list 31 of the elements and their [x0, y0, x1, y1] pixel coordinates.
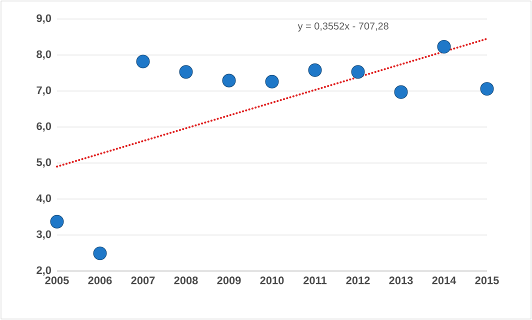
y-tick-label: 4,0 [36, 194, 52, 204]
point [136, 54, 150, 68]
point [93, 246, 107, 260]
y-tick-label: 8,0 [36, 50, 52, 60]
point [394, 85, 408, 99]
x-tick-label: 2014 [432, 276, 456, 284]
y-tick-label: 3,0 [36, 230, 52, 240]
point [222, 74, 236, 88]
annotation: y = 0,3552x - 707,28 [298, 22, 388, 32]
point [351, 65, 365, 79]
point [265, 74, 279, 88]
x-tick-label: 2015 [475, 276, 499, 284]
x-tick-label: 2013 [389, 276, 413, 284]
x-tick-label: 2009 [217, 276, 241, 284]
point [308, 63, 322, 77]
point [480, 82, 494, 96]
x-tick-label: 2012 [346, 276, 370, 284]
x-tick-label: 2008 [174, 276, 198, 284]
y-tick-label: 5,0 [36, 158, 52, 168]
y-tick-label: 7,0 [36, 86, 52, 96]
point [179, 65, 193, 79]
x-tick-label: 2010 [260, 276, 284, 284]
y-tick-label: 2,0 [36, 266, 52, 276]
point [50, 214, 64, 228]
x-tick-label: 2005 [45, 276, 69, 284]
x-tick-label: 2007 [131, 276, 155, 284]
point [437, 40, 451, 54]
x-tick-label: 2011 [303, 276, 327, 284]
y-tick-label: 6,0 [36, 122, 52, 132]
y-tick-label: 9,0 [36, 14, 52, 24]
x-tick-label: 2006 [88, 276, 112, 284]
